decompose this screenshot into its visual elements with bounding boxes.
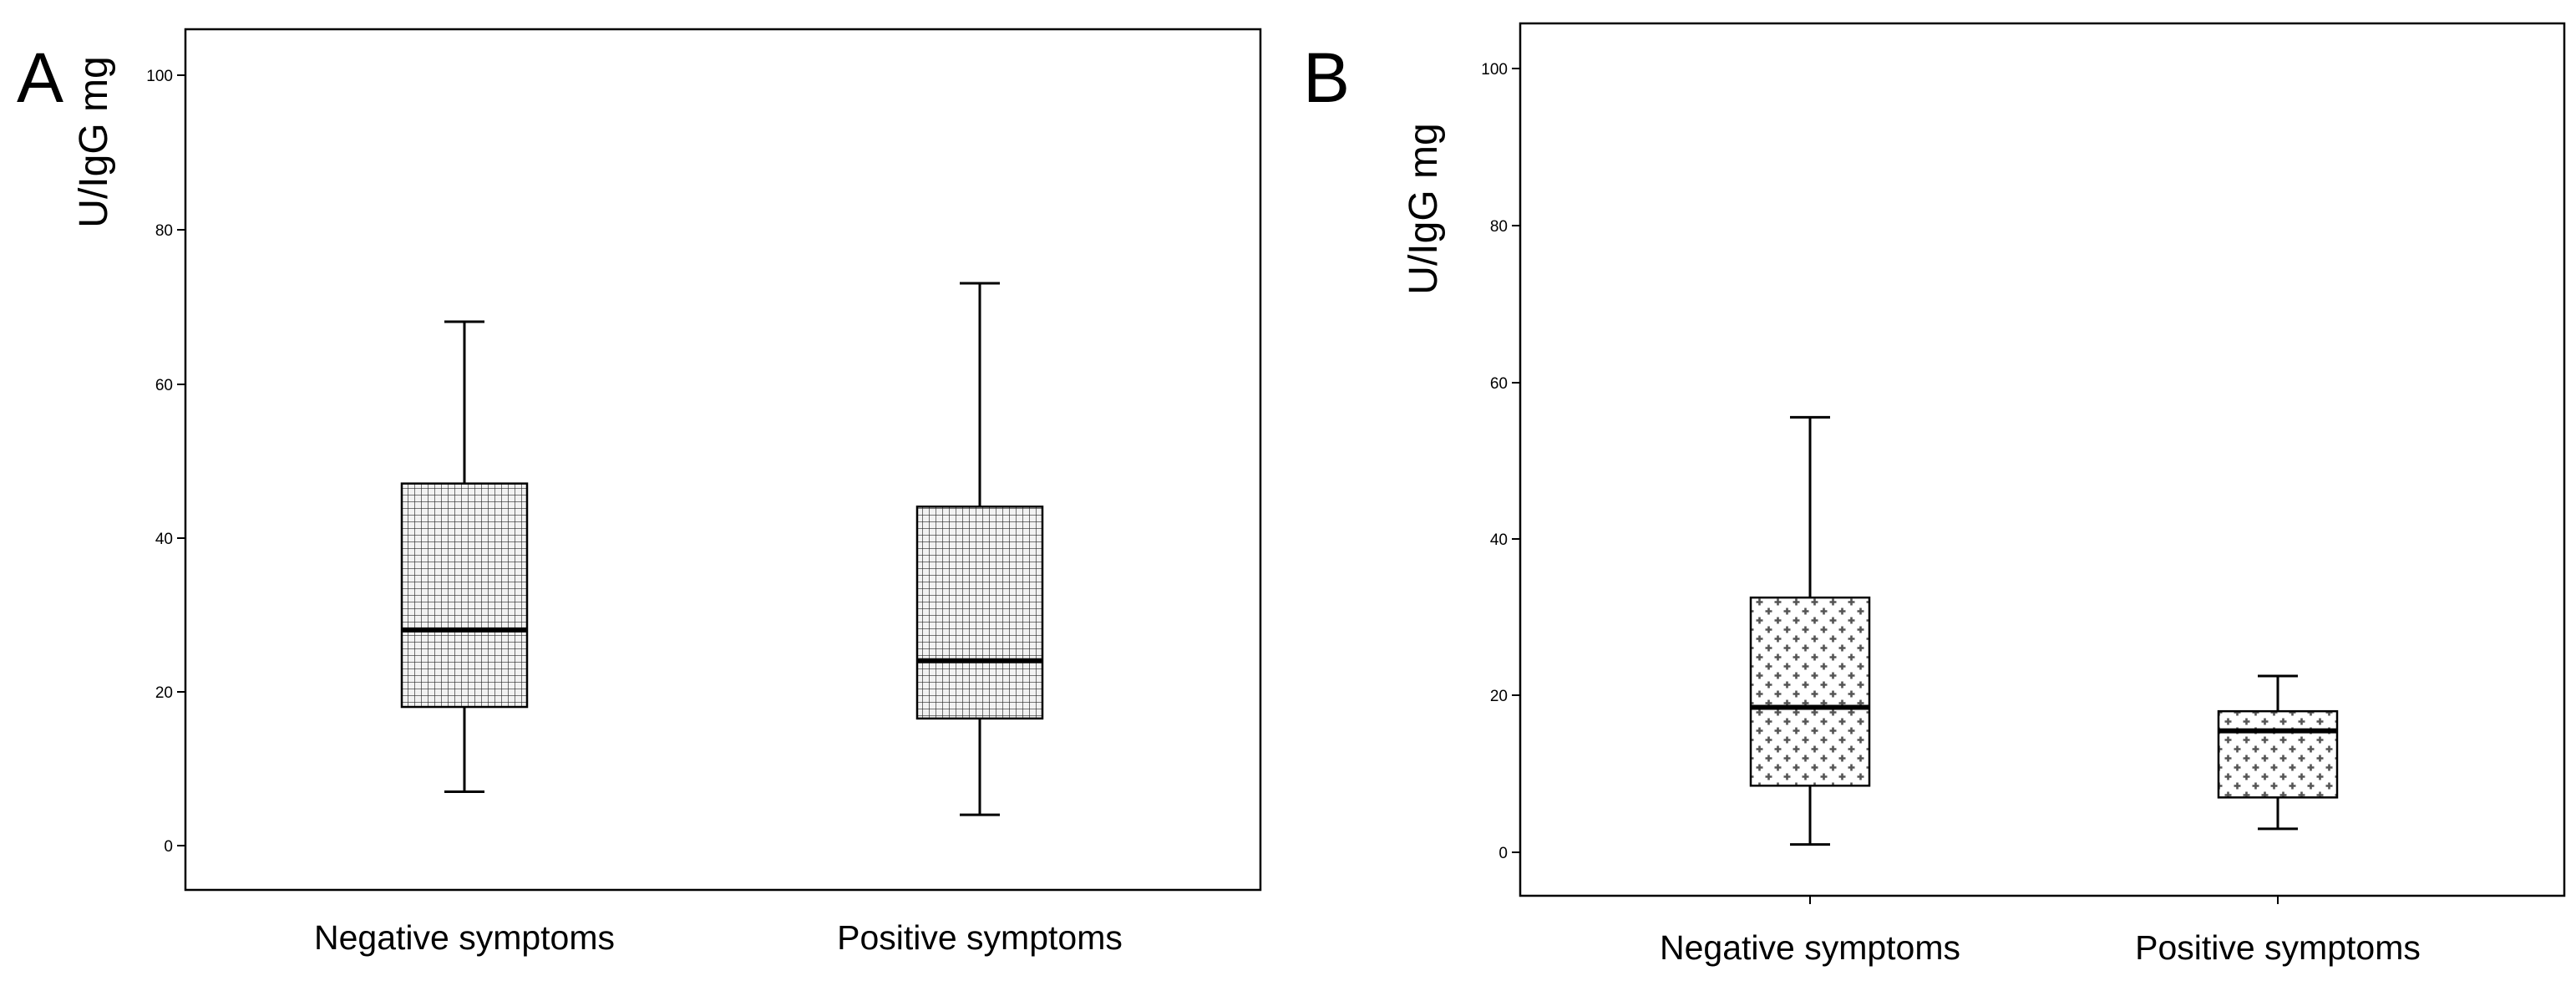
panel-b-y-axis-label: U/IgG mg xyxy=(1402,123,1446,294)
panel-a-xtick-label-positive: Positive symptoms xyxy=(837,918,1123,957)
panel-a-y-axis-label: U/IgG mg xyxy=(72,56,116,227)
panel-b-ytick-label-0: 0 xyxy=(1498,845,1508,862)
panel-a-y-ticks: 0 20 40 60 80 100 xyxy=(146,68,185,856)
panel-a-letter: A xyxy=(17,38,63,117)
panel-a-ytick-label-60: 60 xyxy=(155,377,173,394)
panel-b-plot-frame xyxy=(1519,22,2566,897)
panel-a-positive-box xyxy=(915,506,1044,720)
panel-b-ytick-label-100: 100 xyxy=(1481,61,1508,79)
panel-a-ytick-label-20: 20 xyxy=(155,684,173,702)
panel-b-y-ticks: 0 20 40 60 80 100 xyxy=(1481,61,1520,862)
panel-b-ytick-label-20: 20 xyxy=(1490,688,1508,705)
panel-a-ytick-label-40: 40 xyxy=(155,531,173,548)
panel-a-xtick-label-negative: Negative symptoms xyxy=(314,918,615,957)
panel-b-xtick-label-positive: Positive symptoms xyxy=(2135,928,2421,967)
panel-b: B U/IgG mg 0 20 40 60 80 100 Negative sy… xyxy=(1303,22,2566,967)
panel-a-plot-frame xyxy=(184,28,1262,892)
panel-b-ytick-label-80: 80 xyxy=(1490,218,1508,236)
panel-a-ytick-label-80: 80 xyxy=(155,222,173,240)
panel-a: A U/IgG mg 0 20 40 60 80 100 Negative sy… xyxy=(17,28,1262,957)
panel-b-negative-box xyxy=(1749,596,1871,787)
panel-b-boxes xyxy=(1749,415,2339,846)
panel-b-positive-box xyxy=(2217,709,2339,799)
panel-b-ytick-label-40: 40 xyxy=(1490,531,1508,549)
panel-b-xtick-label-negative: Negative symptoms xyxy=(1660,928,1960,967)
panel-a-negative-box xyxy=(400,482,529,709)
panel-a-boxes xyxy=(400,282,1044,816)
panel-a-ytick-label-100: 100 xyxy=(146,68,173,85)
panel-b-ytick-label-60: 60 xyxy=(1490,375,1508,393)
panel-b-letter: B xyxy=(1303,38,1350,117)
panel-a-ytick-label-0: 0 xyxy=(164,838,173,856)
